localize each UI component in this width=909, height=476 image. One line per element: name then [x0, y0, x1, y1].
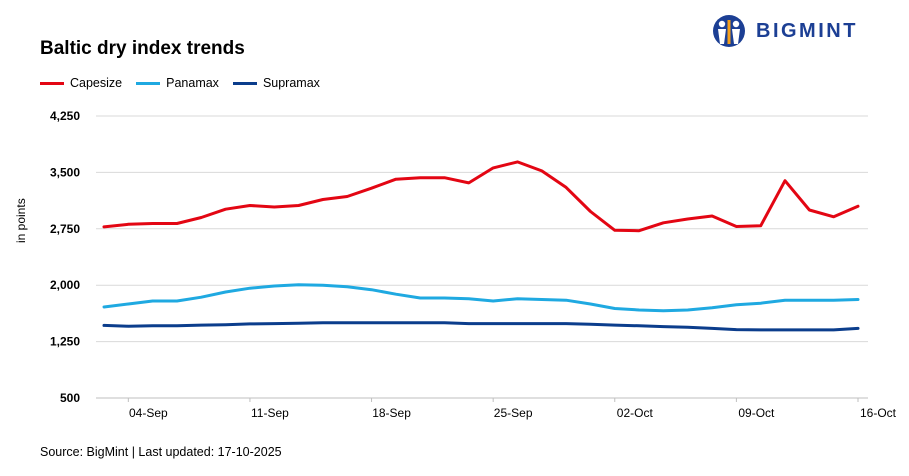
brand-logo: BIGMINT — [710, 14, 858, 48]
x-tick-label: 04-Sep — [129, 406, 168, 420]
legend-item-panamax: Panamax — [136, 76, 219, 90]
legend-label: Capesize — [70, 76, 123, 90]
legend-item-capesize: Capesize — [40, 76, 122, 90]
source-note: Source: BigMint | Last updated: 17-10-20… — [40, 445, 282, 459]
x-tick-label: 09-Oct — [738, 406, 775, 420]
legend-label: Supramax — [262, 76, 320, 90]
series-line-supramax — [102, 321, 860, 332]
legend-swatch — [136, 81, 161, 85]
x-tick-label: 16-Oct — [860, 406, 897, 420]
chart-title: Baltic dry index trends — [40, 38, 245, 59]
bigmint-logo-icon — [713, 15, 745, 47]
brand-name: BIGMINT — [756, 19, 858, 42]
chart-legend: Capesize Panamax Supramax — [40, 76, 320, 90]
x-tick-label: 25-Sep — [494, 406, 533, 420]
y-tick-label: 1,250 — [50, 335, 80, 349]
legend-swatch — [232, 81, 257, 85]
series-line-capesize — [102, 160, 860, 233]
y-tick-label: 500 — [60, 391, 80, 405]
x-tick-label: 18-Sep — [372, 406, 411, 420]
legend-item-supramax: Supramax — [232, 76, 320, 90]
y-tick-label: 3,500 — [50, 165, 80, 179]
y-tick-label: 2,000 — [50, 278, 80, 292]
x-tick-label: 02-Oct — [617, 406, 654, 420]
series-line-panamax — [102, 283, 860, 313]
y-tick-label: 2,750 — [50, 222, 80, 236]
legend-label: Panamax — [166, 76, 219, 90]
x-tick-label: 11-Sep — [251, 406, 289, 420]
legend-swatch — [40, 81, 64, 85]
y-tick-label: 4,250 — [50, 109, 80, 123]
